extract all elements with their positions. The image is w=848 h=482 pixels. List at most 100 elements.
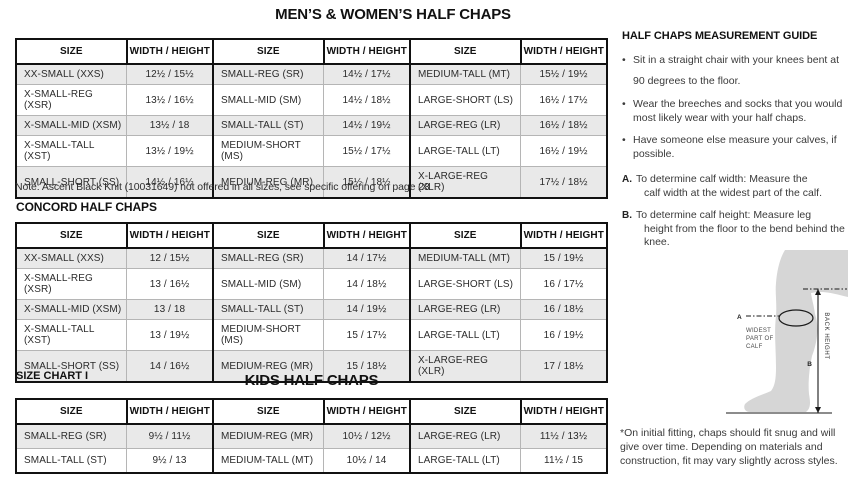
measurement-guide: HALF CHAPS MEASUREMENT GUIDE Sit in a st… <box>622 30 848 259</box>
size-cell: X-SMALL-REG (XSR) <box>16 84 127 116</box>
size-cell: SMALL-SHORT (SS) <box>16 166 127 198</box>
column-header-width-height: WIDTH / HEIGHT <box>322 398 411 425</box>
column-header-size: SIZE <box>15 38 128 65</box>
size-cell: SMALL-MID (SM) <box>211 268 324 300</box>
size-cell: X-SMALL-MID (XSM) <box>16 115 127 136</box>
size-cell: X-SMALL-TALL (XST) <box>16 319 127 351</box>
width-height-cell: 13 / 18 <box>126 299 213 320</box>
instruction-b-text: To determine calf height: Measure leg <box>636 209 812 221</box>
width-height-cell: 11½ / 15 <box>520 448 607 473</box>
size-cell: XX-SMALL (XXS) <box>16 63 127 85</box>
width-height-cell: 14½ / 16½ <box>126 166 213 198</box>
size-cell: XX-SMALL (XXS) <box>16 247 127 269</box>
size-cell: LARGE-TALL (LT) <box>408 319 521 351</box>
width-height-cell: 12 / 15½ <box>126 247 213 269</box>
concord-table: SIZE WIDTH / HEIGHT SIZE WIDTH / HEIGHT … <box>15 222 609 383</box>
size-cell: LARGE-REG (LR) <box>408 299 521 320</box>
width-height-cell: 16½ / 17½ <box>520 84 607 116</box>
size-cell: SMALL-REG (SR) <box>16 423 127 449</box>
size-cell: LARGE-SHORT (LS) <box>408 268 521 300</box>
width-height-cell: 15½ / 18½ <box>323 166 410 198</box>
width-height-cell: 13 / 16½ <box>126 268 213 300</box>
width-height-cell: 17 / 18½ <box>520 350 607 382</box>
width-height-cell: 16½ / 19½ <box>520 135 607 167</box>
size-cell: SMALL-MID (SM) <box>211 84 324 116</box>
table-header-row: SIZE WIDTH / HEIGHT SIZE WIDTH / HEIGHT … <box>15 38 609 65</box>
page-title: MEN’S & WOMEN’S HALF CHAPS <box>275 6 511 23</box>
width-height-cell: 15½ / 19½ <box>520 63 607 85</box>
width-height-cell: 13½ / 19½ <box>126 135 213 167</box>
size-cell: X-SMALL-TALL (XST) <box>16 135 127 167</box>
table-row: SMALL-TALL (ST) 9½ / 13 MEDIUM-TALL (MT) 10… <box>16 448 607 473</box>
width-height-cell: 14 / 19½ <box>323 299 410 320</box>
column-header-width-height: WIDTH / HEIGHT <box>125 222 214 249</box>
fitting-footnote: *On initial fitting, chaps should fit sn… <box>620 427 838 467</box>
widest-part-label: WIDEST PART OF CALF <box>746 328 775 350</box>
instruction-a-text-cont: calf width at the widest part of the cal… <box>644 186 823 199</box>
size-cell: SMALL-TALL (ST) <box>211 299 324 320</box>
width-height-cell: 9½ / 13 <box>126 448 213 473</box>
width-height-cell: 13½ / 16½ <box>126 84 213 116</box>
column-header-size: SIZE <box>408 38 522 65</box>
table-row: SMALL-SHORT (SS) 14 / 16½ MEDIUM-REG (MR) 1… <box>16 350 607 382</box>
size-cell: LARGE-SHORT (LS) <box>408 84 521 116</box>
size-cell: LARGE-TALL (LT) <box>408 448 521 473</box>
column-header-width-height: WIDTH / HEIGHT <box>519 398 609 425</box>
width-height-cell: 10½ / 14 <box>323 448 410 473</box>
column-header-width-height: WIDTH / HEIGHT <box>125 398 214 425</box>
table-row: X-SMALL-REG (XSR) 13 / 16½ SMALL-MID (SM) 1… <box>16 268 607 300</box>
size-cell: LARGE-REG (LR) <box>408 115 521 136</box>
column-header-size: SIZE <box>15 398 128 425</box>
guide-bullet: Wear the breeches and socks that you wou… <box>622 98 848 125</box>
column-header-size: SIZE <box>408 222 522 249</box>
size-cell: SMALL-REG (SR) <box>211 247 324 269</box>
width-height-cell: 14½ / 18½ <box>323 84 410 116</box>
width-height-cell: 10½ / 12½ <box>323 423 410 449</box>
size-cell: MEDIUM-REG (MR) <box>211 423 324 449</box>
column-header-size: SIZE <box>211 222 325 249</box>
width-height-cell: 16½ / 18½ <box>520 115 607 136</box>
availability-note: Note: Ascent Black Knit (10031649) not o… <box>15 181 430 193</box>
width-height-cell: 13½ / 18 <box>126 115 213 136</box>
width-height-cell: 14½ / 19½ <box>323 115 410 136</box>
lettered-instructions: A. To determine calf width: Measure the … <box>622 173 848 250</box>
kids-section-title: KIDS HALF CHAPS <box>244 372 379 389</box>
table-header-row: SIZE WIDTH / HEIGHT SIZE WIDTH / HEIGHT … <box>15 398 609 425</box>
width-height-cell: 17½ / 18½ <box>520 166 607 198</box>
width-height-cell: 16 / 18½ <box>520 299 607 320</box>
width-height-cell: 14 / 18½ <box>323 268 410 300</box>
instruction-b-text-cont: height from the floor to the bend behind… <box>644 222 845 249</box>
size-cell: X-SMALL-MID (XSM) <box>16 299 127 320</box>
instruction-a: A. To determine calf width: Measure the … <box>622 173 848 200</box>
size-cell: MEDIUM-SHORT (MS) <box>211 135 324 167</box>
width-height-cell: 15½ / 17½ <box>323 135 410 167</box>
size-cell: MEDIUM-REG (MR) <box>211 166 324 198</box>
width-height-cell: 14 / 17½ <box>323 247 410 269</box>
width-height-cell: 14½ / 17½ <box>323 63 410 85</box>
size-cell: X-SMALL-REG (XSR) <box>16 268 127 300</box>
table-header-row: SIZE WIDTH / HEIGHT SIZE WIDTH / HEIGHT … <box>15 222 609 249</box>
leg-silhouette-image <box>744 250 848 412</box>
size-cell: MEDIUM-TALL (MT) <box>408 247 521 269</box>
width-height-cell: 12½ / 15½ <box>126 63 213 85</box>
size-chart-label: SIZE CHART I <box>16 370 89 382</box>
table-row: X-SMALL-TALL (XST) 13 / 19½ MEDIUM-SHORT (… <box>16 319 607 351</box>
size-cell: SMALL-TALL (ST) <box>211 115 324 136</box>
column-header-width-height: WIDTH / HEIGHT <box>519 222 609 249</box>
width-height-cell: 16 / 17½ <box>520 268 607 300</box>
concord-section-title: CONCORD HALF CHAPS <box>16 200 157 214</box>
width-height-cell: 15 / 17½ <box>323 319 410 351</box>
guide-bullet: Have someone else measure your calves, i… <box>622 134 848 161</box>
width-height-cell: 15 / 18½ <box>323 350 410 382</box>
calf-width-ellipse <box>778 309 814 327</box>
back-height-label: BACK HEIGHT <box>823 312 829 359</box>
guide-bullet: Sit in a straight chair with your knees … <box>622 50 848 92</box>
table-row: XX-SMALL (XXS) 12½ / 15½ SMALL-REG (SR) 14½… <box>16 63 607 85</box>
table-row: SMALL-REG (SR) 9½ / 11½ MEDIUM-REG (MR) 10½… <box>16 423 607 449</box>
leg-measurement-diagram: A WIDEST PART OF CALF B BACK HEIGHT <box>726 250 848 414</box>
instruction-b-letter: B. <box>622 210 632 221</box>
width-height-cell: 11½ / 13½ <box>520 423 607 449</box>
column-header-size: SIZE <box>408 398 522 425</box>
width-height-cell: 14 / 16½ <box>126 350 213 382</box>
instruction-a-text: To determine calf width: Measure the <box>636 173 808 185</box>
